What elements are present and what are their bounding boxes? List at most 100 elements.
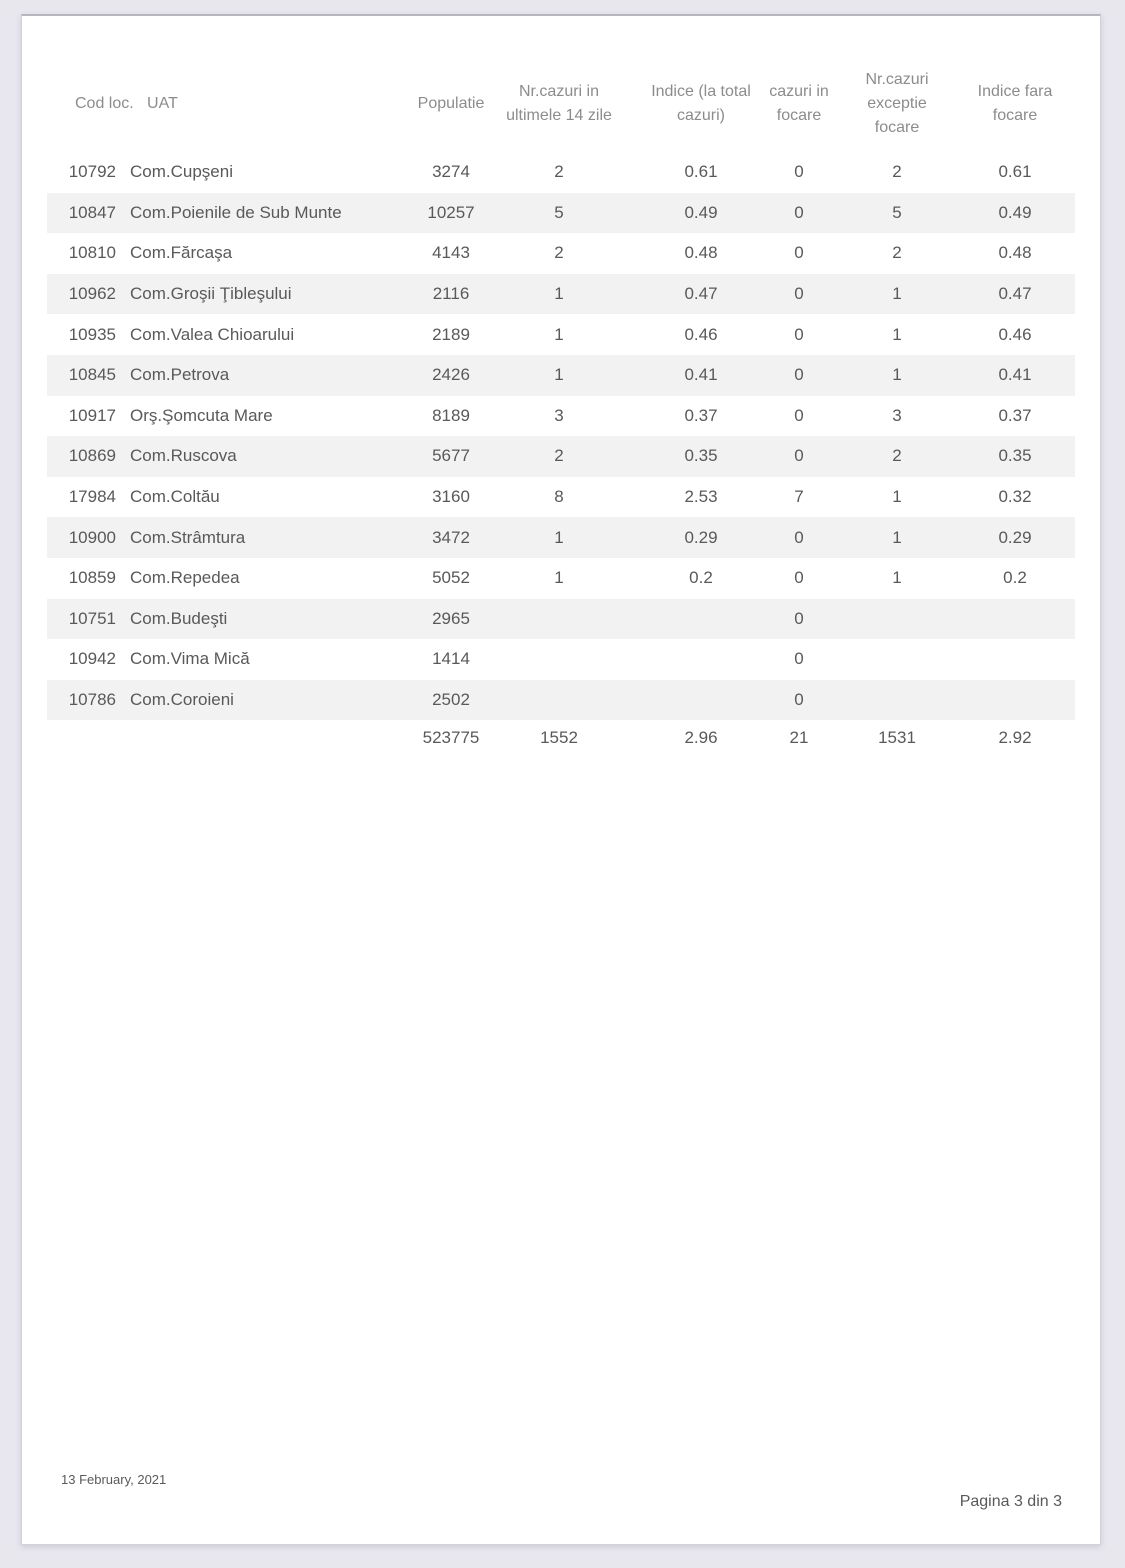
cell-uat-name: Com.Fărcaşa [130, 243, 233, 263]
cell-uat-name: Com.Strâmtura [122, 517, 417, 558]
cell-uat-name: Orş.Şomcuta Mare [130, 405, 273, 425]
table-row: 10786 Com.Coroieni 2502 0 [47, 679, 1075, 721]
totals-indice-total: 2.96 [684, 728, 718, 748]
cell-populatie: 2502 [417, 679, 485, 721]
cell-cazuri-exceptie-focare: 2 [892, 243, 902, 263]
cell-indice-total [633, 639, 769, 680]
cell-cazuri-exceptie-focare: 1 [829, 273, 965, 315]
report-date: 13 February, 2021 [61, 1472, 167, 1487]
cell-indice-fara-focare: 0.37 [998, 405, 1032, 425]
cell-cazuri-14-zile [485, 639, 633, 680]
cell-uat-name: Com.Valea Chioarului [130, 324, 295, 344]
cell-cazuri-14-zile: 2 [554, 162, 564, 182]
cell-indice-total [633, 679, 769, 721]
table-row: 10810 Com.Fărcaşa 4143 2 0.48 0 2 0.48 [47, 233, 1075, 274]
cell-cazuri-in-focare: 0 [769, 192, 829, 234]
cell-indice-fara-focare: 0.61 [998, 162, 1032, 182]
totals-cazuri-in-focare: 21 [789, 728, 809, 748]
cell-indice-total: 0.49 [633, 192, 769, 234]
cell-indice-total: 0.46 [684, 324, 718, 344]
cell-cazuri-14-zile: 1 [485, 517, 633, 558]
cell-cod-loc: 10845 [47, 354, 122, 396]
cell-cazuri-exceptie-focare: 2 [829, 436, 965, 477]
cell-indice-fara-focare: 0.48 [998, 243, 1032, 263]
cell-populatie: 4143 [432, 243, 470, 263]
cell-cazuri-exceptie-focare: 3 [892, 405, 902, 425]
cell-cod-loc: 10917 [68, 405, 116, 425]
table-row: 10917 Orş.Şomcuta Mare 8189 3 0.37 0 3 0… [47, 396, 1075, 437]
table-row: 10962 Com.Groşii Ţibleşului 2116 1 0.47 … [47, 273, 1075, 315]
cell-populatie: 2965 [417, 598, 485, 640]
cell-uat-name: Com.Poienile de Sub Munte [122, 192, 417, 234]
cell-cazuri-exceptie-focare: 2 [892, 162, 902, 182]
cell-indice-fara-focare [965, 598, 1075, 640]
cell-cazuri-exceptie-focare: 1 [892, 568, 902, 588]
cell-indice-fara-focare: 0.46 [998, 324, 1032, 344]
cell-indice-fara-focare: 0.35 [965, 436, 1075, 477]
cell-cazuri-in-focare: 0 [794, 649, 804, 669]
cell-cazuri-in-focare: 0 [794, 568, 804, 588]
cell-cod-loc: 10900 [47, 517, 122, 558]
table-row: 10935 Com.Valea Chioarului 2189 1 0.46 0… [47, 314, 1075, 355]
cell-cod-loc: 10786 [47, 679, 122, 721]
cell-cazuri-14-zile: 1 [485, 273, 633, 315]
table-row: 10942 Com.Vima Mică 1414 0 [47, 639, 1075, 680]
table-row: 10845 Com.Petrova 2426 1 0.41 0 1 0.41 [47, 354, 1075, 396]
cell-cazuri-14-zile: 1 [554, 568, 564, 588]
cell-cazuri-in-focare: 0 [769, 354, 829, 396]
table-row: 10751 Com.Budeşti 2965 0 [47, 598, 1075, 640]
col-header-populatie: Populatie [417, 95, 485, 112]
cell-cazuri-14-zile: 1 [554, 324, 564, 344]
table-row: 10847 Com.Poienile de Sub Munte 10257 5 … [47, 192, 1075, 234]
cell-cazuri-in-focare: 0 [794, 405, 804, 425]
cell-populatie: 2189 [432, 324, 470, 344]
cell-uat-name: Com.Ruscova [122, 436, 417, 477]
col-header-indice-total: Indice (la total cazuri) [651, 83, 751, 124]
totals-indice-fara-focare: 2.92 [998, 728, 1032, 748]
cell-cod-loc: 17984 [68, 487, 116, 507]
cell-indice-total: 2.53 [684, 487, 718, 507]
cell-cazuri-in-focare: 0 [769, 273, 829, 315]
cell-uat-name: Com.Petrova [122, 354, 417, 396]
cell-populatie: 3160 [432, 487, 470, 507]
cell-cod-loc: 10869 [47, 436, 122, 477]
cell-cazuri-14-zile: 5 [485, 192, 633, 234]
table-header-row: Cod loc. UAT Populatie Nr.cazuri in ulti… [47, 56, 1075, 152]
cell-cazuri-exceptie-focare: 1 [892, 487, 902, 507]
cell-indice-total: 0.48 [684, 243, 718, 263]
cell-indice-total: 0.41 [633, 354, 769, 396]
document-page: Cod loc. UAT Populatie Nr.cazuri in ulti… [21, 14, 1101, 1545]
cell-cod-loc: 10935 [68, 324, 116, 344]
cell-cod-loc: 10847 [47, 192, 122, 234]
cell-uat-name: Com.Coltău [130, 487, 220, 507]
cell-populatie: 8189 [432, 405, 470, 425]
cell-uat-name: Com.Budeşti [122, 598, 417, 640]
cell-cod-loc: 10942 [68, 649, 116, 669]
cell-indice-fara-focare: 0.47 [965, 273, 1075, 315]
table-row: 17984 Com.Coltău 3160 8 2.53 7 1 0.32 [47, 477, 1075, 518]
cell-cazuri-exceptie-focare: 1 [892, 324, 902, 344]
cell-cazuri-in-focare: 0 [769, 598, 829, 640]
totals-cazuri-14-zile: 1552 [540, 728, 578, 748]
col-header-indice-fara-focare: Indice fara focare [977, 83, 1053, 124]
cell-cazuri-14-zile: 1 [485, 354, 633, 396]
table-row: 10900 Com.Strâmtura 3472 1 0.29 0 1 0.29 [47, 517, 1075, 558]
cell-cazuri-14-zile: 2 [485, 436, 633, 477]
cell-cazuri-in-focare: 0 [794, 243, 804, 263]
cell-cazuri-exceptie-focare [829, 598, 965, 640]
page-number-label: Pagina 3 din 3 [959, 1493, 1062, 1510]
cell-indice-total: 0.35 [633, 436, 769, 477]
cell-cazuri-exceptie-focare: 1 [829, 354, 965, 396]
cell-indice-total: 0.2 [689, 568, 713, 588]
cell-cazuri-exceptie-focare [829, 639, 965, 680]
cell-indice-total: 0.47 [633, 273, 769, 315]
cell-indice-fara-focare [965, 639, 1075, 680]
cell-cazuri-in-focare: 7 [794, 487, 804, 507]
cell-cazuri-exceptie-focare: 5 [829, 192, 965, 234]
cell-cazuri-14-zile: 3 [554, 405, 564, 425]
cell-cazuri-in-focare: 0 [769, 436, 829, 477]
totals-cazuri-exceptie-focare: 1531 [878, 728, 916, 748]
col-header-cazuri-14-zile: Nr.cazuri in ultimele 14 zile [506, 83, 612, 124]
cell-cod-loc: 10792 [68, 162, 116, 182]
